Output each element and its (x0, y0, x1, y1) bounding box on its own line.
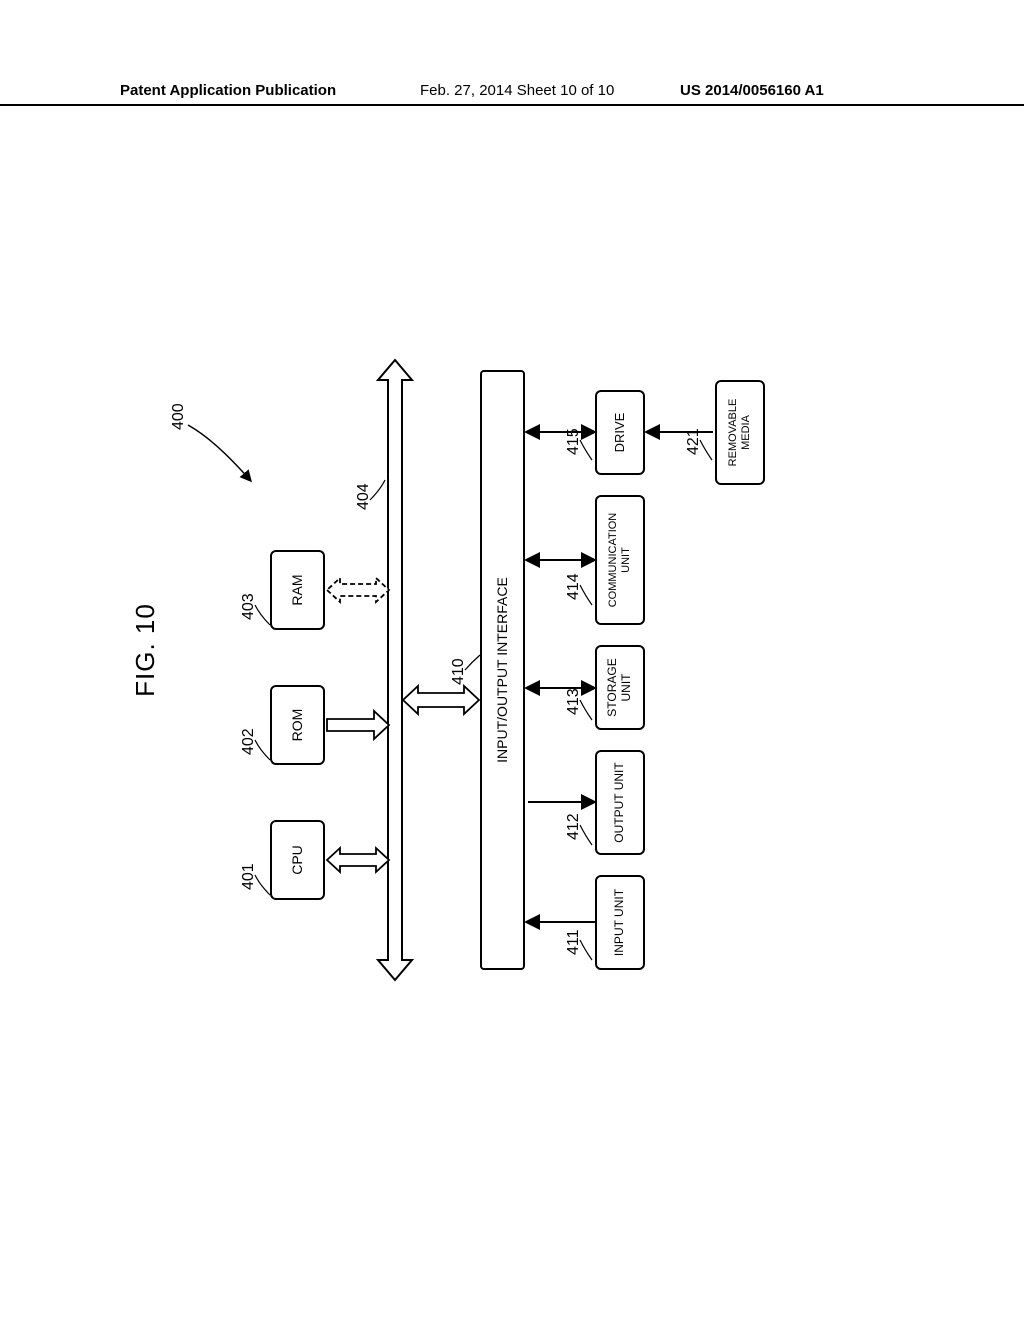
box-rom: ROM (270, 685, 325, 765)
label-drive: DRIVE (613, 413, 628, 453)
figure-diagram: FIG. 10 400 CPU 401 ROM 402 RAM 403 404 … (160, 300, 860, 1000)
box-comm-unit: COMMUNICATION UNIT (595, 495, 645, 625)
header-publication: Patent Application Publication (120, 82, 336, 99)
box-storage-unit: STORAGE UNIT (595, 645, 645, 730)
label-io-interface: INPUT/OUTPUT INTERFACE (494, 577, 510, 763)
box-input-unit: INPUT UNIT (595, 875, 645, 970)
ref-404: 404 (355, 483, 373, 510)
ref-413: 413 (565, 688, 583, 715)
label-output-unit: OUTPUT UNIT (613, 762, 627, 842)
ref-411: 411 (565, 929, 583, 955)
figure-title: FIG. 10 (130, 603, 161, 697)
ref-403: 403 (240, 593, 258, 620)
label-rom: ROM (289, 709, 305, 742)
label-input-unit: INPUT UNIT (613, 889, 627, 956)
ref-412: 412 (565, 813, 583, 840)
ref-402: 402 (240, 728, 258, 755)
box-output-unit: OUTPUT UNIT (595, 750, 645, 855)
box-cpu: CPU (270, 820, 325, 900)
ref-401: 401 (240, 863, 258, 890)
box-drive: DRIVE (595, 390, 645, 475)
label-comm-unit: COMMUNICATION UNIT (607, 513, 632, 608)
ref-415: 415 (565, 428, 583, 455)
label-storage-unit: STORAGE UNIT (606, 658, 634, 716)
ref-414: 414 (565, 573, 583, 600)
ref-410: 410 (450, 658, 468, 685)
ref-400: 400 (170, 403, 188, 430)
box-io-interface: INPUT/OUTPUT INTERFACE (480, 370, 525, 970)
header-pub-number: US 2014/0056160 A1 (680, 82, 824, 99)
ref-421: 421 (685, 428, 703, 455)
page: Patent Application Publication Feb. 27, … (0, 0, 1024, 1320)
page-header: Patent Application Publication Feb. 27, … (0, 82, 1024, 106)
box-removable-media: REMOVABLE MEDIA (715, 380, 765, 485)
label-ram: RAM (289, 574, 305, 605)
box-ram: RAM (270, 550, 325, 630)
header-date-sheet: Feb. 27, 2014 Sheet 10 of 10 (420, 82, 614, 99)
label-cpu: CPU (289, 845, 305, 875)
label-removable-media: REMOVABLE MEDIA (727, 399, 752, 467)
